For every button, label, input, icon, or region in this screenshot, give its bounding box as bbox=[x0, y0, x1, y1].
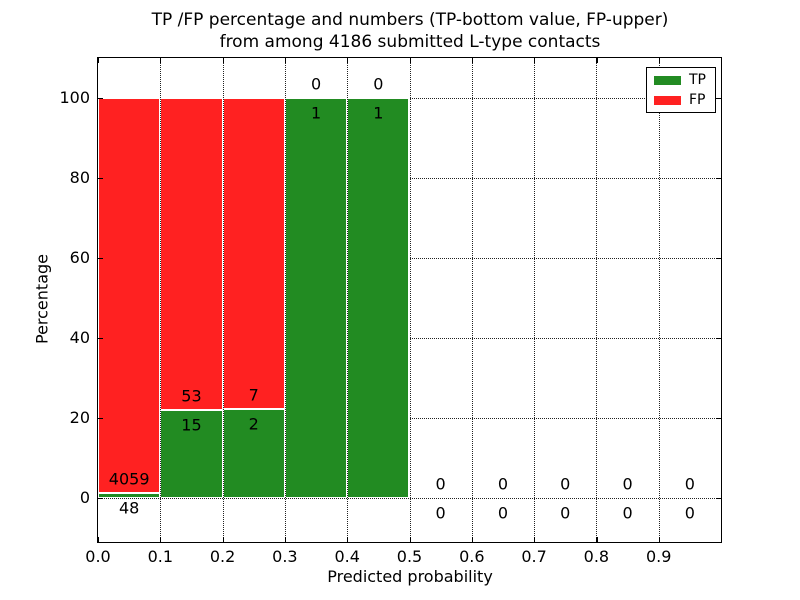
x-axis-label: Predicted probability bbox=[327, 567, 493, 586]
y-tick-label: 100 bbox=[59, 88, 90, 107]
fp-count-label: 0 bbox=[560, 474, 571, 494]
y-tick-mark-right bbox=[716, 98, 721, 100]
v-gridline bbox=[284, 58, 286, 542]
y-tick-mark bbox=[98, 178, 103, 180]
x-tick-mark bbox=[596, 537, 598, 542]
legend-entry-fp: FP bbox=[654, 93, 706, 107]
v-gridline bbox=[409, 58, 411, 542]
tp-bar bbox=[284, 98, 348, 498]
tp-color-swatch bbox=[654, 75, 681, 85]
v-gridline bbox=[658, 58, 660, 542]
v-gridline bbox=[160, 58, 162, 542]
x-tick-mark bbox=[347, 537, 349, 542]
fp-bar bbox=[160, 98, 223, 410]
fp-bar bbox=[98, 98, 161, 494]
tp-bar bbox=[222, 409, 285, 498]
x-tick-label: 0.8 bbox=[583, 547, 610, 566]
fp-bar bbox=[222, 98, 285, 410]
v-gridline bbox=[596, 58, 598, 542]
x-tick-label: 0.6 bbox=[459, 547, 485, 566]
chart-title: TP /FP percentage and numbers (TP-bottom… bbox=[97, 9, 723, 53]
fp-color-swatch bbox=[654, 95, 681, 105]
tp-count-label: 0 bbox=[560, 503, 571, 523]
fp-count-label: 7 bbox=[248, 385, 259, 405]
v-gridline bbox=[534, 58, 536, 542]
fp-count-label: 4059 bbox=[108, 469, 150, 489]
tp-bar bbox=[160, 409, 223, 498]
x-tick-mark-top bbox=[284, 58, 287, 63]
chart-title-line2: from among 4186 submitted L-type contact… bbox=[219, 32, 601, 52]
x-tick-mark-top bbox=[471, 58, 473, 63]
x-tick-mark bbox=[409, 537, 411, 542]
x-tick-label: 0.9 bbox=[645, 547, 672, 566]
y-tick-mark-right bbox=[716, 498, 721, 500]
x-tick-mark-top bbox=[409, 58, 411, 63]
y-tick-label: 60 bbox=[69, 248, 90, 267]
tp-count-label: 0 bbox=[622, 503, 633, 523]
fp-count-label: 53 bbox=[181, 386, 202, 406]
y-tick-mark-right bbox=[716, 258, 721, 260]
x-tick-mark bbox=[98, 537, 100, 542]
x-tick-mark-top bbox=[596, 58, 598, 63]
y-tick-label: 40 bbox=[69, 328, 90, 347]
y-tick-mark-right bbox=[716, 418, 721, 420]
plot-area: 4059 48 53 15 7 2 0 1 0 1 0 0 0 0 0 0 0 0 0 0 0.0 0.1 0.2 0.3 0.… bbox=[59, 57, 722, 566]
x-tick-mark-top bbox=[658, 58, 660, 63]
x-tick-label: 0.1 bbox=[147, 547, 174, 566]
x-tick-mark-top bbox=[534, 58, 536, 63]
x-tick-label: 0.2 bbox=[209, 547, 236, 566]
tp-bar bbox=[98, 493, 161, 498]
legend-label: FP bbox=[689, 92, 706, 108]
x-tick-label: 0.7 bbox=[521, 547, 547, 566]
x-tick-mark-top bbox=[98, 58, 100, 63]
x-tick-mark bbox=[160, 537, 162, 542]
tp-count-label: 0 bbox=[497, 503, 509, 523]
v-gridline bbox=[222, 58, 224, 542]
x-tick-mark-top bbox=[222, 58, 224, 63]
fp-count-label: 0 bbox=[435, 474, 446, 494]
legend-entry-tp: TP bbox=[654, 73, 706, 87]
chart-title-line1: TP /FP percentage and numbers (TP-bottom… bbox=[151, 10, 669, 30]
legend-label: TP bbox=[689, 72, 706, 88]
y-tick-mark bbox=[98, 338, 103, 340]
x-tick-mark-top bbox=[160, 58, 162, 63]
fp-count-label: 0 bbox=[497, 474, 509, 494]
tp-count-label: 1 bbox=[373, 103, 384, 123]
y-tick-mark bbox=[98, 498, 103, 500]
x-tick-mark bbox=[471, 537, 473, 542]
y-tick-label: 80 bbox=[69, 168, 90, 187]
fp-count-label: 0 bbox=[310, 74, 322, 94]
v-gridline bbox=[471, 58, 473, 542]
v-gridline bbox=[347, 58, 349, 542]
x-tick-mark-top bbox=[347, 58, 349, 63]
x-tick-mark bbox=[222, 537, 224, 542]
legend: TP FP bbox=[646, 67, 716, 113]
x-tick-label: 0.0 bbox=[85, 547, 111, 566]
fp-count-label: 0 bbox=[684, 474, 695, 494]
y-tick-mark bbox=[98, 98, 103, 100]
x-tick-mark bbox=[284, 537, 287, 542]
x-tick-mark bbox=[534, 537, 536, 542]
tp-count-label: 0 bbox=[435, 503, 446, 523]
tp-count-label: 48 bbox=[118, 498, 140, 518]
x-tick-label: 0.3 bbox=[272, 547, 298, 566]
y-tick-label: 20 bbox=[69, 408, 90, 427]
tp-bar bbox=[347, 98, 410, 498]
y-tick-label: 0 bbox=[79, 488, 90, 507]
tp-count-label: 2 bbox=[248, 414, 259, 434]
fp-count-label: 0 bbox=[622, 474, 633, 494]
tp-count-label: 0 bbox=[684, 503, 695, 523]
tp-count-label: 15 bbox=[181, 415, 202, 435]
x-tick-mark bbox=[658, 537, 660, 542]
x-tick-label: 0.5 bbox=[396, 547, 423, 566]
y-tick-mark-right bbox=[716, 178, 721, 180]
y-tick-mark-right bbox=[716, 338, 721, 340]
fp-count-label: 0 bbox=[373, 74, 384, 94]
x-tick-label: 0.4 bbox=[334, 547, 360, 566]
y-tick-mark bbox=[98, 418, 103, 420]
tp-count-label: 1 bbox=[310, 103, 322, 123]
y-tick-mark bbox=[98, 258, 103, 260]
